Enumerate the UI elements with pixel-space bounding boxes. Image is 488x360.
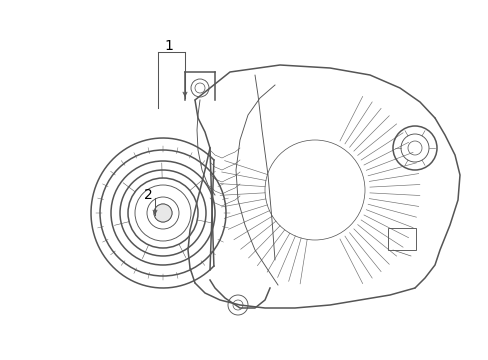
Text: 1: 1 — [164, 39, 173, 53]
Bar — [387, 228, 415, 250]
Circle shape — [154, 204, 172, 222]
Text: 2: 2 — [143, 188, 152, 202]
